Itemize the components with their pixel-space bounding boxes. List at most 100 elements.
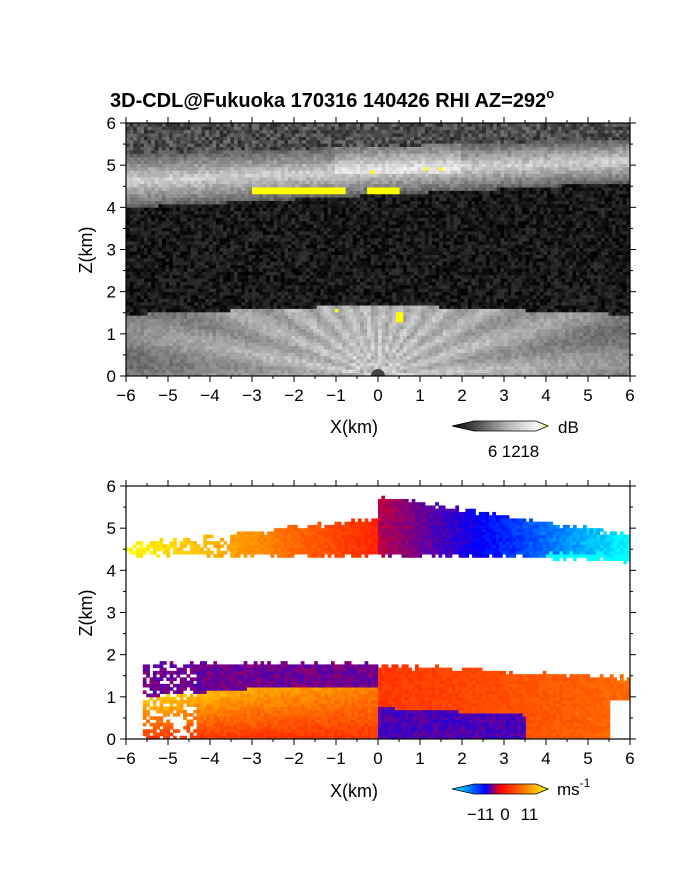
backscatter-cell: [248, 291, 253, 296]
backscatter-cell: [208, 139, 213, 144]
backscatter-cell: [313, 345, 318, 350]
backscatter-cell: [154, 261, 159, 266]
backscatter-cell: [190, 291, 195, 296]
backscatter-cell: [201, 244, 206, 249]
backscatter-cell: [291, 123, 296, 127]
backscatter-cell: [205, 197, 210, 201]
backscatter-cell: [126, 325, 130, 330]
backscatter-cell: [262, 318, 267, 323]
backscatter-cell: [194, 305, 199, 309]
backscatter-cell: [313, 187, 318, 191]
backscatter-cell: [165, 362, 170, 367]
backscatter-cell: [273, 345, 278, 350]
backscatter-cell: [316, 220, 321, 225]
backscatter-cell: [237, 207, 242, 212]
backscatter-cell: [144, 217, 148, 222]
backscatter-cell: [360, 220, 364, 225]
backscatter-cell: [176, 271, 181, 276]
backscatter-cell: [324, 146, 328, 151]
backscatter-cell: [349, 149, 354, 154]
backscatter-cell: [342, 247, 346, 252]
backscatter-cell: [223, 126, 228, 131]
backscatter-cell: [216, 338, 220, 343]
backscatter-cell: [270, 268, 274, 272]
backscatter-cell: [201, 372, 206, 376]
backscatter-cell: [126, 332, 130, 336]
backscatter-cell: [345, 318, 350, 323]
backscatter-cell: [316, 163, 321, 168]
backscatter-cell: [223, 190, 228, 195]
backscatter-cell: [180, 247, 184, 252]
backscatter-cell: [187, 156, 192, 161]
backscatter-cell: [147, 197, 152, 201]
backscatter-cell: [291, 176, 296, 181]
backscatter-cell: [349, 338, 354, 343]
backscatter-cell: [338, 143, 343, 148]
backscatter-cell: [216, 328, 220, 333]
backscatter-cell: [144, 328, 148, 333]
backscatter-cell: [151, 318, 156, 323]
backscatter-cell: [140, 133, 145, 137]
backscatter-cell: [133, 123, 138, 127]
backscatter-cell: [219, 176, 224, 181]
backscatter-cell: [273, 146, 278, 151]
backscatter-cell: [126, 278, 130, 282]
backscatter-cell: [162, 274, 166, 279]
backscatter-cell: [190, 241, 195, 245]
backscatter-cell: [288, 203, 292, 208]
backscatter-cell: [324, 180, 328, 185]
backscatter-cell: [162, 176, 166, 181]
backscatter-cell: [136, 176, 141, 181]
backscatter-cell: [288, 234, 292, 239]
backscatter-cell: [151, 224, 156, 228]
backscatter-cell: [133, 136, 138, 141]
backscatter-cell: [334, 163, 339, 168]
backscatter-cell: [216, 197, 220, 201]
backscatter-cell: [172, 251, 177, 255]
backscatter-cell: [298, 365, 303, 370]
backscatter-cell: [144, 176, 148, 181]
backscatter-cell: [349, 176, 354, 181]
backscatter-cell: [169, 271, 174, 276]
backscatter-cell: [291, 295, 296, 299]
backscatter-cell: [291, 372, 296, 376]
backscatter-cell: [252, 156, 256, 161]
backscatter-cell: [284, 251, 289, 255]
backscatter-cell: [140, 207, 145, 212]
backscatter-cell: [252, 274, 256, 279]
backscatter-cell: [277, 190, 282, 195]
backscatter-cell: [162, 170, 166, 174]
backscatter-cell: [345, 183, 350, 188]
backscatter-cell: [349, 166, 354, 171]
backscatter-cell: [162, 268, 166, 272]
backscatter-cell: [169, 193, 174, 198]
backscatter-cell: [136, 203, 141, 208]
backscatter-cell: [165, 254, 170, 259]
backscatter-cell: [172, 214, 177, 218]
backscatter-cell: [126, 365, 130, 370]
backscatter-cell: [133, 200, 138, 205]
backscatter-cell: [277, 251, 282, 255]
backscatter-cell: [198, 163, 202, 168]
backscatter-cell: [331, 129, 336, 134]
backscatter-cell: [288, 257, 292, 262]
backscatter-cell: [241, 166, 246, 171]
backscatter-cell: [183, 295, 188, 299]
backscatter-cell: [198, 156, 202, 161]
backscatter-cell: [205, 295, 210, 299]
backscatter-cell: [316, 156, 321, 161]
backscatter-cell: [205, 193, 210, 198]
backscatter-cell: [338, 284, 343, 289]
backscatter-cell: [262, 217, 267, 222]
backscatter-cell: [201, 200, 206, 205]
backscatter-cell: [259, 369, 264, 374]
backscatter-cell: [234, 369, 238, 374]
backscatter-cell: [280, 355, 285, 360]
backscatter-cell: [352, 295, 357, 299]
backscatter-cell: [126, 227, 130, 232]
backscatter-cell: [277, 136, 282, 141]
backscatter-cell: [349, 264, 354, 269]
backscatter-cell: [219, 271, 224, 276]
backscatter-cell: [298, 332, 303, 336]
backscatter-cell: [144, 362, 148, 367]
